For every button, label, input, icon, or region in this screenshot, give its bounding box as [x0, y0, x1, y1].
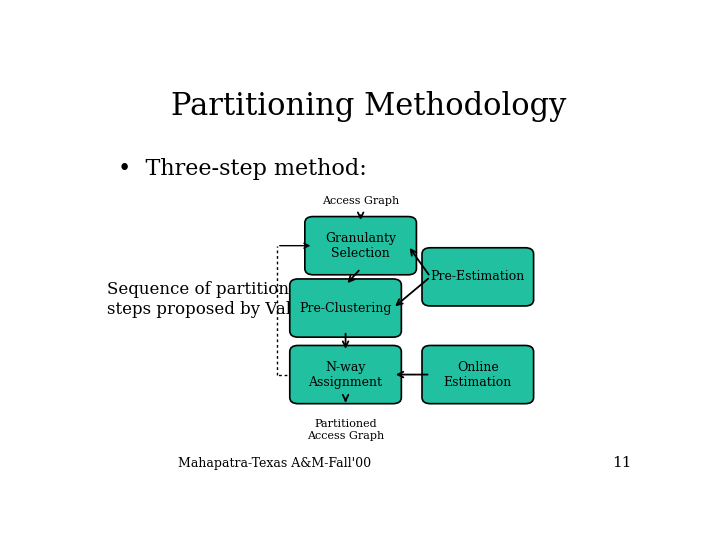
FancyBboxPatch shape [289, 346, 401, 404]
Text: Pre-Clustering: Pre-Clustering [300, 301, 392, 314]
FancyBboxPatch shape [422, 248, 534, 306]
Text: Access Graph: Access Graph [322, 196, 400, 206]
Text: •  Three-step method:: • Three-step method: [118, 158, 366, 180]
Text: Granulanty
Selection: Granulanty Selection [325, 232, 396, 260]
Text: Partitioned
Access Graph: Partitioned Access Graph [307, 419, 384, 441]
Text: Online
Estimation: Online Estimation [444, 361, 512, 389]
Text: Mahapatra-Texas A&M-Fall'00: Mahapatra-Texas A&M-Fall'00 [178, 457, 371, 470]
Text: Sequence of partitioning
steps proposed by Vahid: Sequence of partitioning steps proposed … [107, 281, 315, 318]
Text: Pre-Estimation: Pre-Estimation [431, 271, 525, 284]
FancyBboxPatch shape [422, 346, 534, 404]
Text: Partitioning Methodology: Partitioning Methodology [171, 91, 567, 122]
Text: N-way
Assignment: N-way Assignment [309, 361, 382, 389]
Text: 11: 11 [612, 456, 631, 470]
FancyBboxPatch shape [305, 217, 416, 275]
FancyBboxPatch shape [289, 279, 401, 337]
